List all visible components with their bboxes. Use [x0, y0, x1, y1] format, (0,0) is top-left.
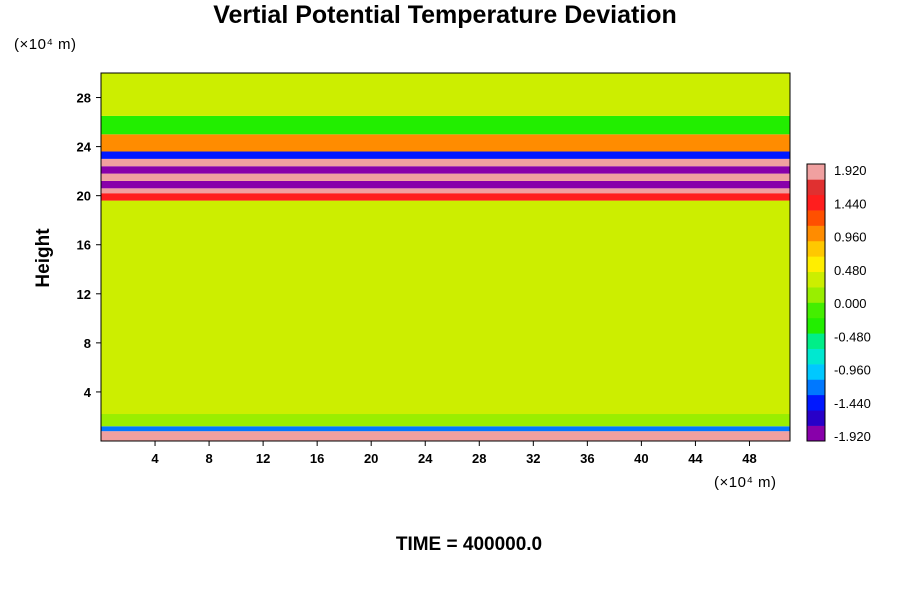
x-tick-label: 32 [526, 451, 540, 466]
colorbar-label: 1.920 [834, 163, 867, 178]
x-tick-label: 40 [634, 451, 648, 466]
colorbar-label: -0.960 [834, 363, 871, 378]
x-tick-label: 16 [310, 451, 324, 466]
contour-band-0 [101, 431, 790, 441]
colorbar-segment [807, 333, 825, 349]
x-tick-label: 24 [418, 451, 433, 466]
x-tick-label: 44 [688, 451, 703, 466]
y-tick-label: 28 [77, 91, 91, 106]
y-tick-label: 4 [84, 385, 92, 400]
contour-band-7 [101, 173, 790, 181]
colorbar [806, 163, 826, 442]
contour-band-12 [101, 115, 790, 135]
x-tick-label: 8 [205, 451, 212, 466]
contour-band-10 [101, 151, 790, 159]
y-tick-label: 24 [77, 140, 92, 155]
y-axis-label: Height [33, 228, 54, 288]
contour-band-11 [101, 134, 790, 152]
contour-band-13 [101, 73, 790, 116]
contour-band-6 [101, 180, 790, 189]
contour-band-1 [101, 426, 790, 432]
y-axis-unit: (×10⁴ m) [14, 36, 77, 53]
colorbar-label: 1.440 [834, 196, 867, 211]
x-tick-label: 48 [742, 451, 756, 466]
colorbar-label: -1.440 [834, 396, 871, 411]
contour-band-8 [101, 166, 790, 174]
x-tick-label: 36 [580, 451, 594, 466]
contour-band-9 [101, 158, 790, 167]
x-tick-label: 28 [472, 451, 486, 466]
colorbar-segment [807, 317, 825, 334]
x-tick-label: 4 [151, 451, 159, 466]
colorbar-frame [806, 163, 826, 442]
y-tick-label: 16 [77, 238, 91, 253]
colorbar-label: 0.000 [834, 296, 867, 311]
time-label: TIME = 400000.0 [396, 534, 542, 555]
plot-frame [100, 72, 791, 442]
y-tick-label: 12 [77, 287, 91, 302]
x-tick-label: 12 [256, 451, 270, 466]
y-tick-label: 8 [84, 336, 91, 351]
chart-title: Vertial Potential Temperature Deviation [213, 1, 677, 29]
colorbar-segment [807, 271, 825, 288]
y-axis-ticks: 4 8 12 16 20 24 28 [77, 91, 101, 400]
colorbar-segment [807, 410, 825, 426]
colorbar-segment [807, 394, 825, 411]
contour-band-4 [101, 193, 790, 201]
x-axis-unit: (×10⁴ m) [714, 474, 777, 491]
colorbar-label: -0.480 [834, 329, 871, 344]
colorbar-segment [807, 256, 825, 273]
colorbar-segment [807, 179, 825, 196]
colorbar-segment [807, 240, 825, 257]
colorbar-segment [807, 364, 825, 380]
colorbar-label: 0.480 [834, 263, 867, 278]
x-axis-ticks: 4 8 12 16 20 24 28 32 36 40 44 48 [151, 441, 757, 466]
plot-area [100, 72, 791, 442]
colorbar-labels: 1.920 1.440 0.960 0.480 0.000 -0.480 -0.960 -1.… [834, 163, 871, 444]
colorbar-segment [807, 348, 825, 365]
x-tick-label: 20 [364, 451, 378, 466]
colorbar-segment [807, 210, 825, 226]
colorbar-segment [807, 379, 825, 396]
colorbar-segment [807, 164, 825, 180]
colorbar-segment [807, 225, 825, 242]
y-tick-label: 20 [77, 189, 91, 204]
colorbar-segment [807, 194, 825, 211]
contour-band-2 [101, 414, 790, 427]
colorbar-label: -1.920 [834, 429, 871, 444]
colorbar-label: 0.960 [834, 230, 867, 245]
colorbar-segment [807, 287, 825, 303]
contour-band-5 [101, 188, 790, 194]
colorbar-segment [807, 425, 825, 442]
contour-band-3 [101, 200, 790, 415]
colorbar-segment [807, 302, 825, 319]
